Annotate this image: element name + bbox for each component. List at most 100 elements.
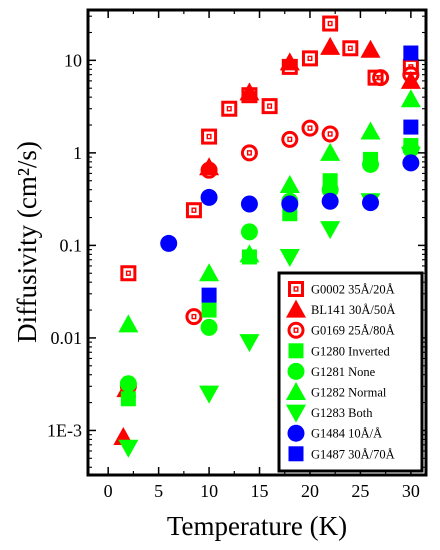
- x-tick-label-0: 0: [104, 481, 113, 501]
- x-tick-label-2: 10: [200, 481, 218, 501]
- legend: G0002 35Å/20Å BL141 30Å/50Å G0169 25Å/80Å G…: [277, 271, 424, 473]
- legend-label-0: G0002 35Å/20Å: [311, 283, 395, 297]
- legend-label-6: G1283 Both: [311, 406, 373, 420]
- data-point-s1-p2: [199, 157, 220, 176]
- legend-item-8: G1487 30Å/70Å: [288, 446, 395, 462]
- data-point-s1-p5: [320, 36, 341, 55]
- data-point-s2-p7: [372, 69, 390, 87]
- data-point-s1-p4: [279, 52, 300, 71]
- data-point-s8-p1: [403, 119, 419, 135]
- data-point-s4-p0: [119, 375, 137, 393]
- data-point-s4-p5: [362, 155, 380, 173]
- series-8: [201, 45, 419, 303]
- legend-item-2: G0169 25Å/80Å: [287, 321, 395, 339]
- data-point-s2-p6: [321, 125, 339, 143]
- legend-label-3: G1280 Inverted: [311, 344, 391, 358]
- legend-marker-0: [288, 281, 304, 297]
- data-point-s5-p2: [239, 244, 260, 263]
- legend-marker-5: [286, 382, 306, 400]
- data-point-s0-p8-notch: [327, 20, 333, 27]
- data-point-s7-p5: [362, 194, 380, 212]
- data-point-s7-p3: [281, 195, 299, 213]
- data-point-s1-p3: [239, 82, 260, 101]
- legend-item-7: G1484 10Å/Å: [287, 424, 382, 442]
- legend-label-7: G1484 10Å/Å: [311, 427, 382, 441]
- data-point-s0-p5: [261, 98, 278, 115]
- legend-item-4: G1281 None: [287, 362, 376, 380]
- plot-frame: [86, 8, 428, 477]
- data-point-s7-p4: [321, 192, 339, 210]
- x-axis-label: Temperature (K): [167, 511, 347, 541]
- data-point-s2-p8: [402, 66, 420, 84]
- data-point-s0-p1: [185, 202, 202, 219]
- data-point-s0-p7-notch: [307, 55, 313, 62]
- legend-item-0: G0002 35Å/20Å: [288, 281, 395, 297]
- y-tick-label-2: 0.1: [60, 235, 83, 255]
- data-point-s7-p1: [200, 188, 218, 206]
- legend-item-1: BL141 30Å/50Å: [286, 299, 395, 318]
- data-point-s6-p2: [239, 334, 260, 353]
- legend-label-5: G1282 Normal: [311, 386, 387, 400]
- x-tick-label-1: 5: [154, 481, 163, 501]
- data-point-s0-p8: [322, 15, 339, 32]
- legend-label-8: G1487 30Å/70Å: [311, 447, 395, 461]
- legend-label-2: G0169 25Å/80Å: [311, 324, 395, 338]
- data-point-s0-p9-notch: [347, 45, 353, 51]
- data-point-s2-p1-notch: [191, 313, 197, 320]
- data-point-s2-p2-notch: [206, 167, 212, 173]
- data-point-s1-p6: [360, 39, 381, 58]
- legend-marker-4: [287, 362, 305, 380]
- data-point-s2-p6-notch: [327, 131, 333, 137]
- x-tick-label-4: 20: [301, 481, 319, 501]
- data-point-s2-p5: [301, 119, 319, 137]
- data-point-s2-p1: [185, 308, 203, 326]
- data-point-s2-p7-notch: [378, 74, 384, 81]
- legend-marker-0-notch: [293, 286, 299, 292]
- data-point-s6-p3: [279, 248, 300, 267]
- legend-marker-8: [288, 446, 304, 462]
- data-point-s5-p0: [118, 314, 139, 333]
- data-point-s7-p6: [402, 154, 420, 172]
- legend-item-6: G1283 Both: [286, 404, 373, 423]
- data-point-s5-p1: [199, 263, 220, 282]
- y-tick-label-1: 0.01: [51, 328, 83, 348]
- data-point-s2-p2: [200, 161, 218, 179]
- legend-item-3: G1280 Inverted: [288, 343, 391, 359]
- legend-marker-6: [286, 404, 306, 423]
- series-5: [118, 89, 421, 333]
- legend-marker-7: [287, 424, 305, 442]
- data-point-s3-p0: [120, 391, 136, 407]
- legend-marker-1: [286, 299, 306, 318]
- x-tick-label-6: 30: [402, 481, 420, 501]
- data-marks: [113, 15, 421, 458]
- x-tick-label-3: 15: [251, 481, 269, 501]
- data-point-s5-p4: [320, 142, 341, 161]
- data-point-s8-p0: [201, 287, 217, 303]
- data-point-s0-p7: [301, 50, 318, 67]
- data-point-s5-p5: [360, 121, 381, 140]
- data-point-s1-p7: [400, 70, 421, 89]
- data-point-s0-p0-notch: [125, 270, 131, 276]
- legend-label-4: G1281 None: [311, 365, 376, 379]
- data-point-s6-p0: [118, 439, 139, 458]
- axis-ticks: 0 5 10 15 20 25 30 1E-3 0.01 0.1 1 10: [47, 10, 426, 501]
- data-point-s5-p3: [279, 174, 300, 193]
- y-tick-label-3: 1: [73, 143, 82, 163]
- data-point-s6-p4: [320, 221, 341, 240]
- y-axis-label: Diffusivity (cm²/s): [12, 141, 42, 343]
- data-point-s2-p4: [281, 130, 299, 148]
- y-tick-label-0: 1E-3: [47, 420, 82, 440]
- data-point-s2-p3: [240, 144, 258, 162]
- data-point-s0-p3: [221, 100, 238, 117]
- data-point-s2-p4-notch: [287, 136, 293, 143]
- data-point-s0-p0: [120, 265, 137, 282]
- data-point-s5-p6: [400, 89, 421, 108]
- legend-item-5: G1282 Normal: [286, 382, 387, 400]
- data-point-s2-p8-notch: [408, 71, 414, 78]
- legend-marker-2-notch: [293, 327, 299, 333]
- data-point-s0-p2: [201, 128, 218, 145]
- data-point-s7-p2: [240, 195, 258, 213]
- x-tick-label-5: 25: [351, 481, 369, 501]
- data-point-s0-p1-notch: [191, 207, 197, 213]
